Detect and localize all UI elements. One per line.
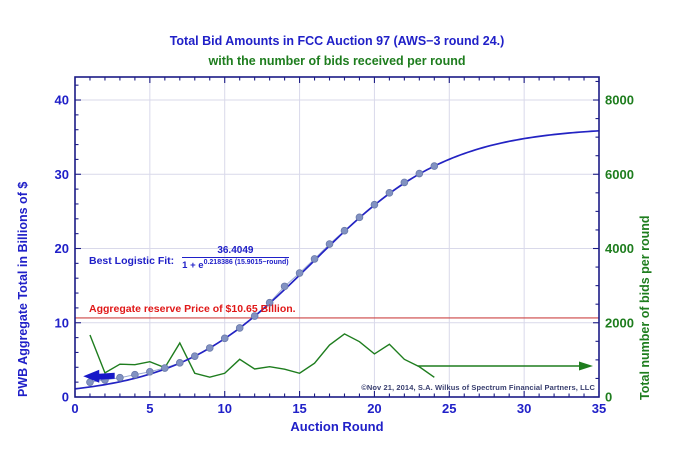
y-axis-label-right: Total number of bids per round bbox=[638, 215, 652, 401]
pwb-data-point bbox=[430, 162, 439, 170]
pwb-data-point bbox=[190, 352, 199, 360]
fit-exponent: 0.218386 (15.9015−round) bbox=[203, 259, 289, 266]
x-tick-label: 30 bbox=[517, 401, 531, 416]
pwb-data-point bbox=[340, 226, 349, 235]
x-axis-label: Auction Round bbox=[290, 419, 384, 434]
y-left-tick-label: 20 bbox=[55, 241, 69, 256]
y-left-tick-label: 40 bbox=[55, 93, 69, 108]
x-tick-label: 20 bbox=[367, 401, 381, 416]
y-right-tick-label: 8000 bbox=[605, 93, 634, 108]
logistic-fit-annotation: Best Logistic Fit: 36.4049 1 + e0.218386… bbox=[89, 245, 289, 271]
pwb-data-point bbox=[116, 373, 124, 382]
pwb-data-point bbox=[370, 200, 379, 209]
blue-left-arrow bbox=[83, 369, 115, 383]
chart-title-line2: with the number of bids received per rou… bbox=[208, 54, 466, 68]
y-left-tick-label: 0 bbox=[62, 390, 69, 405]
y-axis-label-left: PWB Aggregate Total in Billions of $ bbox=[16, 181, 30, 397]
pwb-data-point bbox=[385, 189, 394, 197]
y-right-tick-label: 2000 bbox=[605, 315, 634, 330]
y-right-tick-label: 0 bbox=[605, 390, 612, 405]
fit-formula: 36.4049 1 + e0.218386 (15.9015−round) bbox=[182, 245, 289, 272]
pwb-data-point bbox=[146, 367, 154, 376]
y-right-tick-label: 6000 bbox=[605, 167, 634, 182]
pwb-data-point bbox=[205, 344, 214, 352]
pwb-data-point bbox=[235, 324, 244, 332]
y-left-tick-label: 10 bbox=[55, 315, 69, 330]
plot-frame bbox=[74, 76, 600, 398]
pwb-data-point bbox=[325, 240, 334, 248]
y-right-tick-label: 4000 bbox=[605, 241, 634, 256]
bids-per-round-line bbox=[89, 333, 435, 378]
reserve-price-annotation: Aggregate reserve Price of $10.65 Billio… bbox=[89, 303, 296, 315]
fit-denominator: 1 + e0.218386 (15.9015−round) bbox=[182, 259, 289, 272]
green-right-arrow-head bbox=[579, 361, 594, 371]
pwb-data-point bbox=[415, 169, 424, 178]
x-tick-label: 35 bbox=[592, 401, 606, 416]
x-tick-label: 25 bbox=[442, 401, 456, 416]
pwb-data-point bbox=[355, 213, 364, 222]
pwb-data-point bbox=[220, 334, 229, 343]
pwb-data-point bbox=[265, 298, 274, 307]
pwb-data-point bbox=[400, 178, 409, 187]
pwb-data-point bbox=[161, 364, 169, 372]
y-left-tick-label: 30 bbox=[55, 167, 69, 182]
x-tick-label: 10 bbox=[217, 401, 231, 416]
chart-title-line1: Total Bid Amounts in FCC Auction 97 (AWS… bbox=[169, 34, 505, 48]
pwb-data-point bbox=[280, 282, 289, 291]
x-tick-label: 15 bbox=[292, 401, 306, 416]
x-tick-label: 5 bbox=[146, 401, 153, 416]
fit-label: Best Logistic Fit: bbox=[89, 255, 175, 267]
x-tick-label: 0 bbox=[71, 401, 78, 416]
pwb-data-point bbox=[250, 312, 259, 320]
pwb-data-point bbox=[295, 269, 304, 277]
copyright-note: ©Nov 21, 2014, S.A. Wilkus of Spectrum F… bbox=[361, 383, 595, 392]
fit-numerator: 36.4049 bbox=[182, 245, 289, 258]
pwb-data-point bbox=[131, 370, 139, 379]
pwb-data-point bbox=[176, 359, 184, 367]
pwb-data-point bbox=[310, 255, 319, 263]
